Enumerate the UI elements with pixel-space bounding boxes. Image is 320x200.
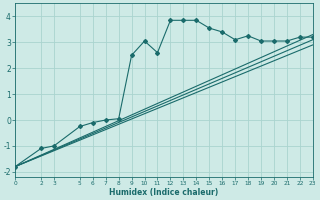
X-axis label: Humidex (Indice chaleur): Humidex (Indice chaleur) bbox=[109, 188, 219, 197]
